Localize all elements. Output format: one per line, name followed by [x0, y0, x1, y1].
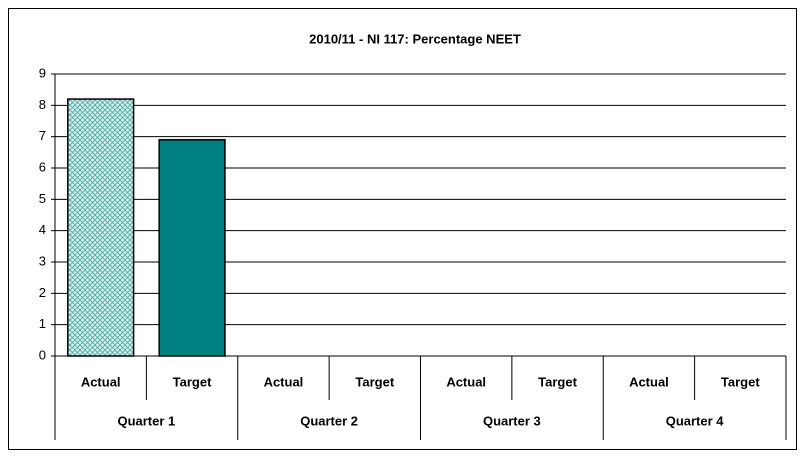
y-tick-label: 3: [39, 253, 46, 268]
bar: [67, 98, 135, 357]
x-tick-label: Target: [173, 374, 212, 389]
group-label: Quarter 1: [117, 413, 175, 428]
group-label: Quarter 3: [483, 413, 541, 428]
bar: [158, 139, 226, 357]
x-tick-label: Target: [355, 374, 394, 389]
group-label: Quarter 2: [300, 413, 358, 428]
x-tick-label: Actual: [264, 374, 304, 389]
x-tick-label: Actual: [629, 374, 669, 389]
x-tick-label: Target: [538, 374, 577, 389]
x-tick-label: Actual: [446, 374, 486, 389]
y-tick-label: 2: [39, 285, 46, 300]
x-tick-label: Target: [721, 374, 760, 389]
y-tick-label: 5: [39, 191, 46, 206]
y-tick-label: 6: [39, 159, 46, 174]
group-label: Quarter 4: [666, 413, 725, 428]
y-tick-label: 8: [39, 97, 46, 112]
y-tick-label: 7: [39, 128, 46, 143]
chart-title: 2010/11 - NI 117: Percentage NEET: [309, 31, 521, 46]
y-tick-label: 4: [39, 222, 46, 237]
y-tick-label: 0: [39, 347, 46, 362]
chart-border: [8, 8, 797, 450]
y-tick-label: 1: [39, 316, 46, 331]
y-tick-label: 9: [39, 65, 46, 80]
x-tick-label: Actual: [81, 374, 121, 389]
